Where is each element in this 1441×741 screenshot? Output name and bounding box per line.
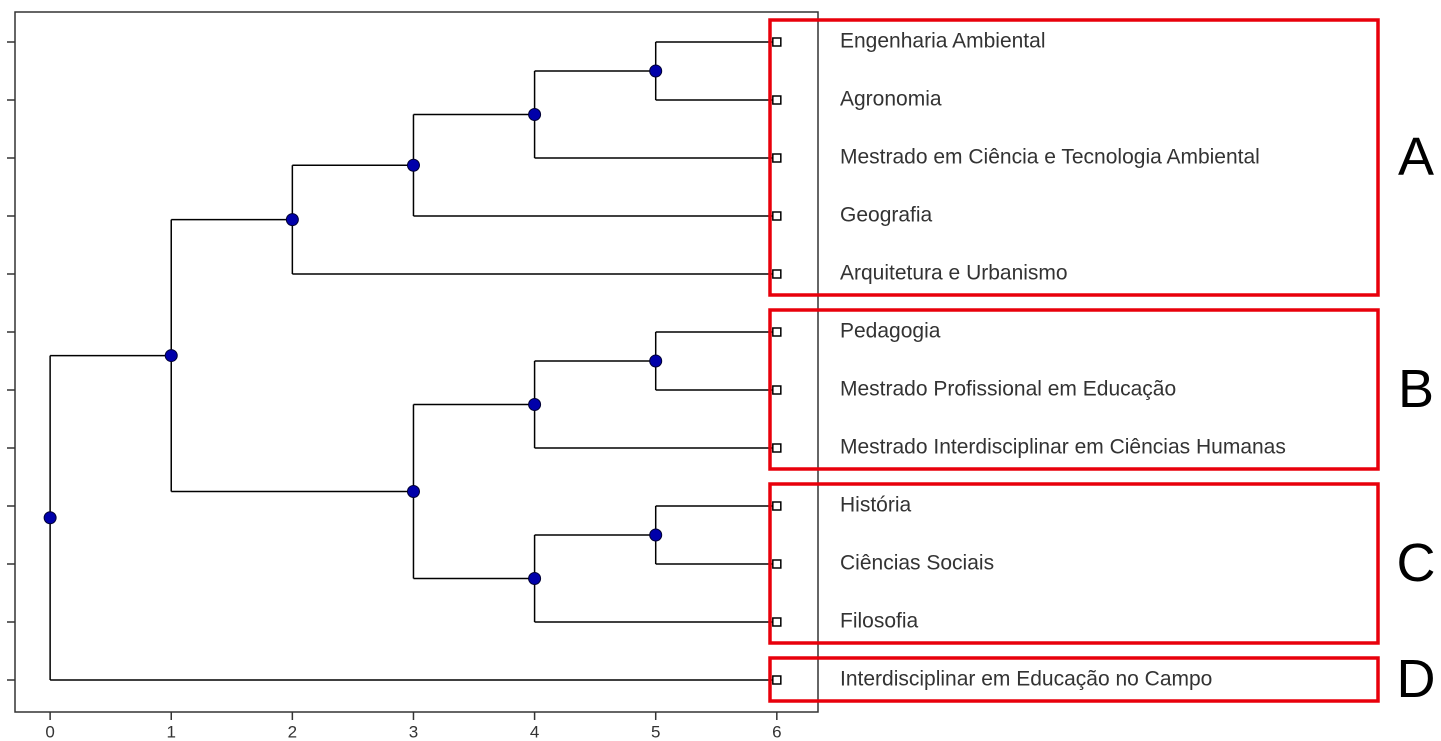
merge-node	[649, 528, 663, 542]
group-label: A	[1398, 127, 1434, 187]
leaf-label: Ciências Sociais	[840, 552, 994, 575]
x-tick-label: 1	[167, 722, 176, 741]
leaf-label: Interdisciplinar em Educação no Campo	[840, 668, 1212, 691]
leaf-label: História	[840, 494, 912, 517]
leaf-label: Arquitetura e Urbanismo	[840, 262, 1068, 285]
merge-node	[406, 485, 420, 498]
leaf-marker	[772, 443, 782, 453]
group-label: C	[1397, 533, 1436, 593]
leaf-label: Mestrado Interdisciplinar em Ciências Hu…	[840, 436, 1286, 459]
x-tick-label: 2	[288, 722, 297, 741]
leaf-label: Mestrado Profissional em Educação	[840, 378, 1176, 401]
leaf-marker	[772, 385, 782, 395]
leaf-marker	[772, 327, 782, 337]
leaf-label: Mestrado em Ciência e Tecnologia Ambient…	[840, 146, 1260, 169]
group-box	[768, 482, 1380, 645]
merge-node	[285, 213, 299, 227]
leaf-marker	[772, 153, 782, 163]
leaf-label: Geografia	[840, 204, 933, 227]
leaf-marker	[772, 617, 782, 627]
merge-node	[649, 354, 663, 368]
merge-node	[406, 158, 420, 172]
leaf-label: Filosofia	[840, 610, 919, 633]
leaf-label: Pedagogia	[840, 320, 941, 343]
x-tick-label: 0	[45, 722, 54, 741]
x-tick-label: 6	[772, 722, 781, 741]
leaf-marker	[772, 501, 782, 511]
leaf-marker	[772, 211, 782, 221]
x-tick-label: 3	[409, 722, 418, 741]
merge-node	[528, 572, 542, 585]
merge-node	[43, 511, 57, 525]
merge-node	[528, 108, 542, 121]
leaf-marker	[772, 269, 782, 279]
group-label: B	[1398, 359, 1434, 419]
plot-frame	[14, 11, 819, 713]
group-box	[768, 656, 1380, 703]
group-label: D	[1397, 649, 1436, 709]
group-box	[768, 308, 1380, 471]
leaf-label: Engenharia Ambiental	[840, 30, 1045, 53]
merge-node	[528, 398, 542, 411]
leaf-marker	[772, 559, 782, 569]
leaf-marker	[772, 37, 782, 47]
leaf-marker	[772, 95, 782, 105]
x-tick-label: 5	[651, 722, 660, 741]
leaf-label: Agronomia	[840, 88, 942, 111]
leaf-marker	[772, 675, 782, 685]
group-box	[768, 18, 1380, 297]
x-tick-label: 4	[530, 722, 539, 741]
merge-node	[649, 64, 663, 78]
merge-node	[164, 349, 178, 363]
